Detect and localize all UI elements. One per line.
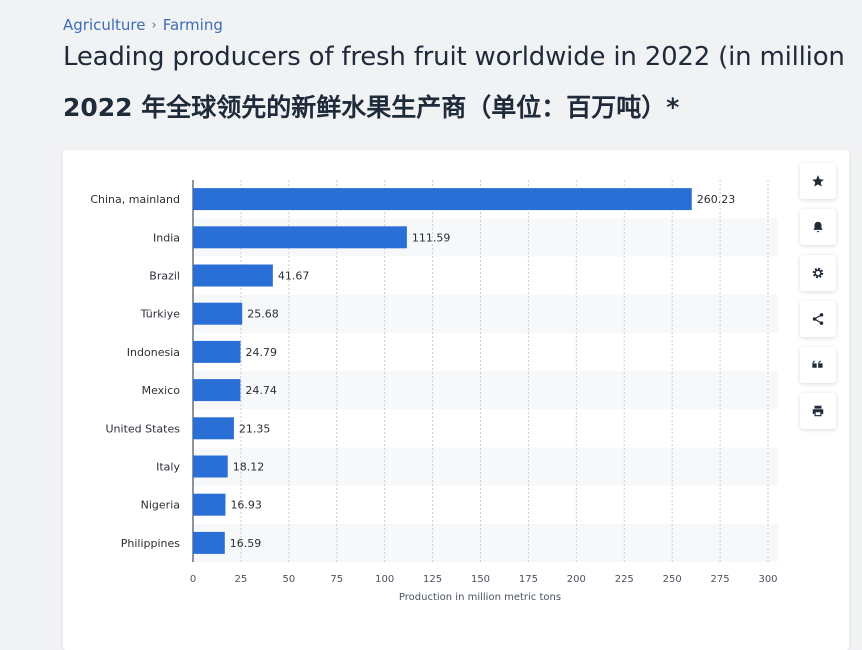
quote-icon <box>812 360 823 368</box>
bar-value-label: 41.67 <box>278 270 310 283</box>
bar-value-label: 25.68 <box>247 308 279 321</box>
settings-button[interactable] <box>800 255 836 291</box>
x-tick-label: 0 <box>190 574 196 585</box>
bar <box>193 417 234 440</box>
bar-value-label: 24.74 <box>245 384 277 397</box>
x-tick-label: 175 <box>519 574 538 585</box>
row-band <box>193 371 778 410</box>
bar-value-label: 16.59 <box>230 537 261 550</box>
bar-value-label: 21.35 <box>239 422 271 435</box>
favorite-button[interactable] <box>800 163 836 199</box>
x-tick-label: 225 <box>615 574 634 585</box>
category-label: Brazil <box>149 270 180 283</box>
bar <box>193 493 226 516</box>
x-tick-label: 25 <box>235 574 248 585</box>
x-tick-label: 275 <box>711 574 730 585</box>
bar <box>193 264 273 287</box>
x-tick-label: 100 <box>375 574 394 585</box>
x-tick-label: 125 <box>423 574 442 585</box>
category-label: Nigeria <box>141 499 180 512</box>
print-button[interactable] <box>800 393 836 429</box>
category-label: Mexico <box>142 384 181 397</box>
category-label: United States <box>106 422 181 435</box>
row-band <box>193 294 778 333</box>
bar <box>193 302 243 325</box>
share-button[interactable] <box>800 301 836 337</box>
x-tick-label: 50 <box>282 574 295 585</box>
bell-icon <box>813 221 823 233</box>
breadcrumb-agriculture[interactable]: Agriculture <box>63 16 146 34</box>
x-tick-label: 250 <box>663 574 682 585</box>
category-label: Indonesia <box>127 346 180 359</box>
bar-chart: 260.23 111.59 41.67 25.68 24.79 24.74 21.35 18.… <box>90 180 778 603</box>
bar-value-label: 18.12 <box>233 461 264 474</box>
breadcrumb: Agriculture › Farming <box>63 16 223 34</box>
bar <box>193 531 225 554</box>
bar <box>193 188 692 211</box>
breadcrumb-farming[interactable]: Farming <box>162 16 223 34</box>
x-tick-label: 75 <box>330 574 343 585</box>
bar <box>193 340 241 363</box>
category-label: China, mainland <box>90 193 180 206</box>
x-tick-label: 200 <box>567 574 586 585</box>
x-axis-label: Production in million metric tons <box>399 592 561 603</box>
row-band <box>193 523 778 562</box>
breadcrumb-separator: › <box>151 17 157 33</box>
x-tick-label: 300 <box>758 574 777 585</box>
bar-value-label: 24.79 <box>246 346 278 359</box>
category-label: Italy <box>156 461 180 474</box>
print-icon <box>812 405 824 417</box>
gear-icon <box>812 267 824 279</box>
category-label: India <box>153 231 180 244</box>
bar-value-label: 111.59 <box>412 231 451 244</box>
bar <box>193 379 241 402</box>
chart-toolbar <box>800 163 836 429</box>
bar-value-label: 16.93 <box>230 499 261 512</box>
category-label: Philippines <box>121 537 181 550</box>
cite-button[interactable] <box>800 347 836 383</box>
star-icon <box>812 175 824 187</box>
bar <box>193 226 407 249</box>
x-tick-label: 150 <box>471 574 490 585</box>
category-label: Türkiye <box>140 308 181 321</box>
notification-button[interactable] <box>800 209 836 245</box>
bar <box>193 455 228 478</box>
page-subtitle: 2022 年全球领先的新鲜水果生产商（单位：百万吨）* <box>63 93 680 122</box>
bar-value-label: 260.23 <box>697 193 736 206</box>
row-band <box>193 447 778 486</box>
page-title: Leading producers of fresh fruit worldwi… <box>63 42 845 72</box>
share-icon <box>812 313 824 325</box>
